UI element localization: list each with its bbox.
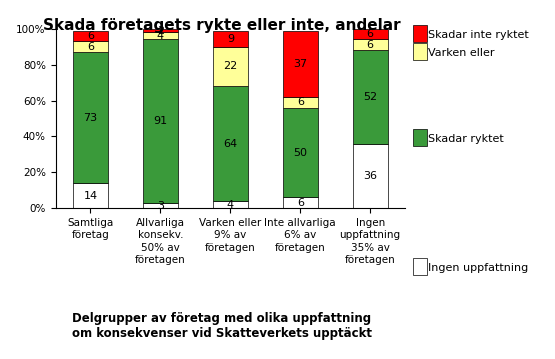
- Text: 6: 6: [297, 97, 304, 107]
- Text: 73: 73: [83, 113, 98, 122]
- Bar: [213, 86, 248, 201]
- Bar: [73, 41, 108, 52]
- Text: Skadar inte ryktet: Skadar inte ryktet: [428, 30, 529, 40]
- Bar: [73, 183, 108, 208]
- Bar: [143, 32, 178, 39]
- Text: 3: 3: [157, 201, 164, 210]
- Text: 50: 50: [293, 148, 307, 158]
- Text: 4: 4: [157, 31, 164, 41]
- Text: Skadar ryktet: Skadar ryktet: [428, 134, 503, 144]
- Text: 52: 52: [363, 92, 377, 102]
- Bar: [143, 203, 178, 208]
- Text: 14: 14: [83, 191, 98, 201]
- Text: 6: 6: [87, 42, 94, 52]
- Text: 6: 6: [367, 40, 374, 50]
- Text: 6: 6: [87, 31, 94, 41]
- Text: 91: 91: [153, 116, 168, 126]
- Text: 36: 36: [363, 171, 377, 181]
- Bar: [213, 31, 248, 47]
- Text: Skada företagets rykte eller inte, andelar: Skada företagets rykte eller inte, andel…: [43, 18, 401, 33]
- Bar: [353, 39, 387, 50]
- Bar: [353, 144, 387, 208]
- Text: Delgrupper av företag med olika uppfattning
om konsekvenser vid Skatteverkets up: Delgrupper av företag med olika uppfattn…: [72, 312, 372, 340]
- Bar: [282, 108, 317, 197]
- Bar: [353, 29, 387, 39]
- Text: 9: 9: [227, 34, 234, 43]
- Text: Ingen uppfattning: Ingen uppfattning: [428, 263, 528, 273]
- Bar: [282, 31, 317, 97]
- Text: 6: 6: [297, 198, 304, 208]
- Bar: [282, 97, 317, 108]
- Bar: [353, 50, 387, 144]
- Text: 4: 4: [227, 200, 234, 210]
- Text: Varken eller: Varken eller: [428, 48, 495, 58]
- Text: 22: 22: [223, 61, 238, 71]
- Bar: [73, 52, 108, 183]
- Bar: [213, 201, 248, 208]
- Text: 2: 2: [157, 25, 164, 36]
- Bar: [73, 31, 108, 41]
- Bar: [213, 47, 248, 86]
- Bar: [143, 29, 178, 32]
- Text: 37: 37: [293, 59, 307, 69]
- Text: 6: 6: [367, 29, 374, 39]
- Text: 64: 64: [223, 139, 238, 149]
- Bar: [282, 197, 317, 208]
- Bar: [143, 39, 178, 203]
